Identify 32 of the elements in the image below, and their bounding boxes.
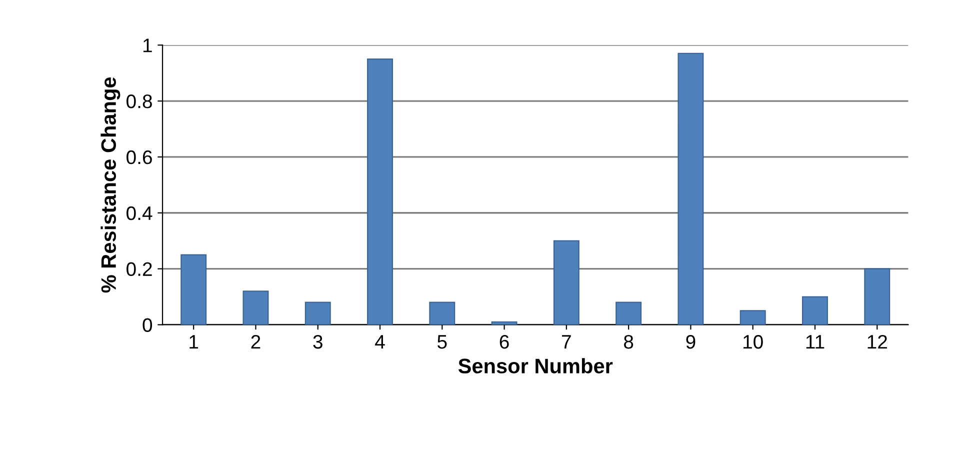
bar — [616, 302, 642, 325]
bar — [180, 254, 207, 325]
y-tick-label: 1 — [143, 38, 152, 52]
x-tick-label: 10 — [744, 334, 763, 349]
bar — [740, 310, 766, 325]
bar — [367, 58, 393, 325]
bar — [491, 321, 518, 325]
x-tick-label: 7 — [562, 335, 571, 349]
x-tick-label: 4 — [375, 335, 385, 349]
x-tick-label: 5 — [438, 335, 447, 349]
y-tick-label: 0 — [142, 318, 152, 332]
x-tick-label: 8 — [624, 334, 634, 349]
y-axis-title: % Resistance Change — [100, 77, 120, 293]
bar — [864, 268, 890, 325]
bar — [678, 52, 704, 325]
y-tick-label: 0.8 — [126, 94, 152, 108]
x-tick-label: 2 — [251, 334, 260, 349]
x-tick-label: 3 — [313, 334, 322, 349]
y-tick-label: 0.6 — [126, 150, 152, 164]
y-tick-label: 0.2 — [126, 262, 152, 276]
x-tick-label: 9 — [686, 334, 696, 349]
y-tick-label: 0.4 — [126, 206, 152, 220]
bar — [802, 296, 828, 325]
x-tick-label: 11 — [806, 335, 824, 349]
x-axis-title: Sensor Number — [458, 358, 613, 374]
bar — [242, 290, 269, 325]
bar — [429, 302, 456, 325]
bar — [304, 302, 331, 325]
bar — [553, 240, 580, 325]
x-tick-label: 6 — [500, 334, 509, 349]
x-tick-label: 12 — [868, 334, 887, 349]
x-tick-label: 1 — [190, 335, 198, 349]
